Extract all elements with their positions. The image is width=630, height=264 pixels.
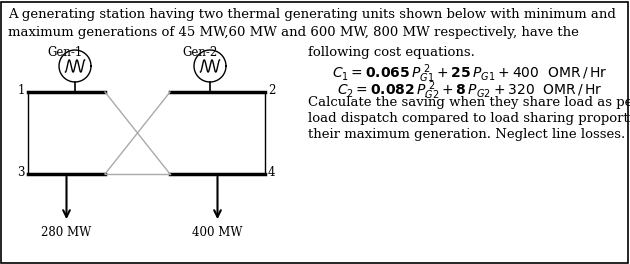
- Text: 4: 4: [268, 167, 275, 180]
- Text: maximum generations of 45 MW,60 MW and 600 MW, 800 MW respectively, have the: maximum generations of 45 MW,60 MW and 6…: [8, 26, 579, 39]
- Text: their maximum generation. Neglect line losses.: their maximum generation. Neglect line l…: [308, 128, 625, 141]
- Text: load dispatch compared to load sharing proportional to: load dispatch compared to load sharing p…: [308, 112, 630, 125]
- Text: following cost equations.: following cost equations.: [308, 46, 475, 59]
- Text: Gen-1: Gen-1: [47, 46, 83, 59]
- Text: $C_2 = \mathbf{0.082}\,P_{G2}^{\ 2} + \mathbf{8}\,P_{G2} + 320\ \ \mathrm{OMR\,/: $C_2 = \mathbf{0.082}\,P_{G2}^{\ 2} + \m…: [337, 79, 603, 102]
- Text: $C_1 = \mathbf{0.065}\,P_{G1}^{\ 2} + \mathbf{25}\,P_{G1} + 400\ \ \mathrm{OMR\,: $C_1 = \mathbf{0.065}\,P_{G1}^{\ 2} + \m…: [332, 62, 608, 84]
- Text: 280 MW: 280 MW: [42, 226, 91, 239]
- Text: Calculate the saving when they share load as per economic: Calculate the saving when they share loa…: [308, 96, 630, 109]
- Text: 400 MW: 400 MW: [192, 226, 243, 239]
- Text: A generating station having two thermal generating units shown below with minimu: A generating station having two thermal …: [8, 8, 616, 21]
- Text: 2: 2: [268, 84, 275, 97]
- Text: 1: 1: [18, 84, 25, 97]
- Text: Gen-2: Gen-2: [182, 46, 217, 59]
- Text: 3: 3: [18, 167, 25, 180]
